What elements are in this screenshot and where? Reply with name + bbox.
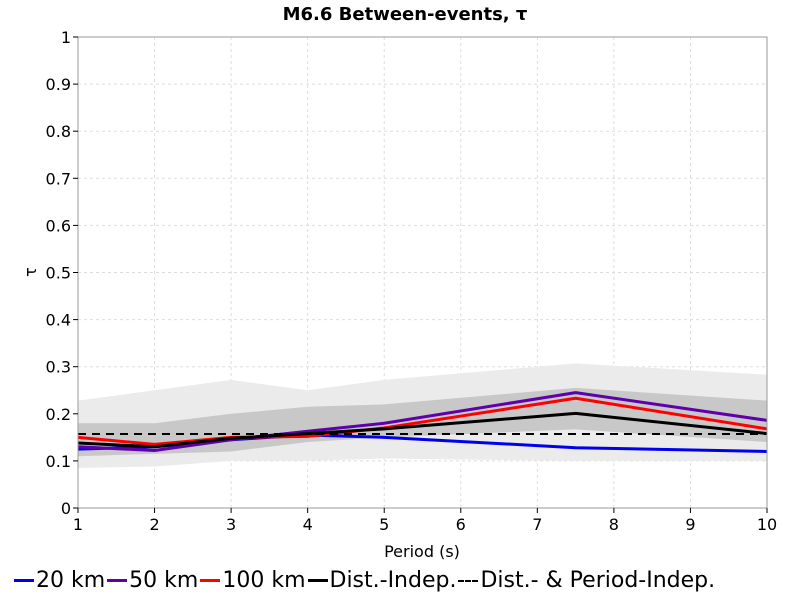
y-axis-ticks: 0 0.1 0.2 0.3 0.4 0.5 0.6 0.7 0.8 0.9 1 bbox=[46, 28, 78, 518]
y-tick-label: 0.2 bbox=[46, 405, 71, 424]
legend-swatch bbox=[14, 579, 34, 582]
y-tick-label: 0.4 bbox=[46, 311, 71, 330]
legend-item: Dist.- & Period-Indep. bbox=[458, 568, 717, 593]
legend-label: Dist.- & Period-Indep. bbox=[480, 568, 716, 593]
legend-item: 20 km bbox=[14, 568, 107, 593]
y-tick-label: 0.8 bbox=[46, 122, 71, 141]
y-tick-label: 0.5 bbox=[46, 264, 71, 283]
legend-item: Dist.-Indep. bbox=[307, 568, 459, 593]
legend-item: 50 km bbox=[107, 568, 200, 593]
legend-item: 100 km bbox=[200, 568, 307, 593]
x-tick-label: 4 bbox=[303, 515, 313, 534]
legend-label: Dist.-Indep. bbox=[329, 568, 457, 593]
series-lines bbox=[77, 391, 768, 453]
series-line bbox=[77, 391, 768, 453]
y-tick-label: 0.3 bbox=[46, 358, 71, 377]
y-tick-label: 0.7 bbox=[46, 169, 71, 188]
legend-swatch bbox=[458, 579, 479, 582]
y-tick-label: 0.6 bbox=[46, 216, 71, 235]
y-tick-label: 0 bbox=[61, 499, 71, 518]
x-tick-label: 5 bbox=[379, 515, 389, 534]
x-tick-label: 6 bbox=[456, 515, 466, 534]
y-tick-label: 0.9 bbox=[46, 75, 71, 94]
x-axis-label: Period (s) bbox=[384, 542, 460, 561]
x-tick-label: 9 bbox=[685, 515, 695, 534]
legend: 20 km 50 km 100 km Dist.-Indep. Dist.- & Per… bbox=[14, 568, 717, 593]
x-tick-label: 8 bbox=[609, 515, 619, 534]
legend-label: 50 km bbox=[129, 568, 199, 593]
x-tick-label: 2 bbox=[149, 515, 159, 534]
x-tick-label: 3 bbox=[226, 515, 236, 534]
x-tick-label: 7 bbox=[532, 515, 542, 534]
legend-swatch bbox=[107, 579, 128, 582]
legend-swatch bbox=[307, 579, 328, 582]
x-axis-ticks: 1 2 3 4 5 6 7 8 9 10 bbox=[73, 508, 777, 534]
legend-label: 100 km bbox=[222, 568, 306, 593]
y-tick-label: 1 bbox=[61, 28, 71, 47]
legend-swatch bbox=[200, 579, 221, 582]
y-axis-label: τ bbox=[21, 267, 40, 277]
x-tick-label: 1 bbox=[73, 515, 83, 534]
chart-title: M6.6 Between-events, τ bbox=[283, 4, 528, 25]
series-line bbox=[77, 396, 768, 446]
x-tick-label: 10 bbox=[757, 515, 777, 534]
y-tick-label: 0.1 bbox=[46, 452, 71, 471]
legend-label: 20 km bbox=[36, 568, 106, 593]
